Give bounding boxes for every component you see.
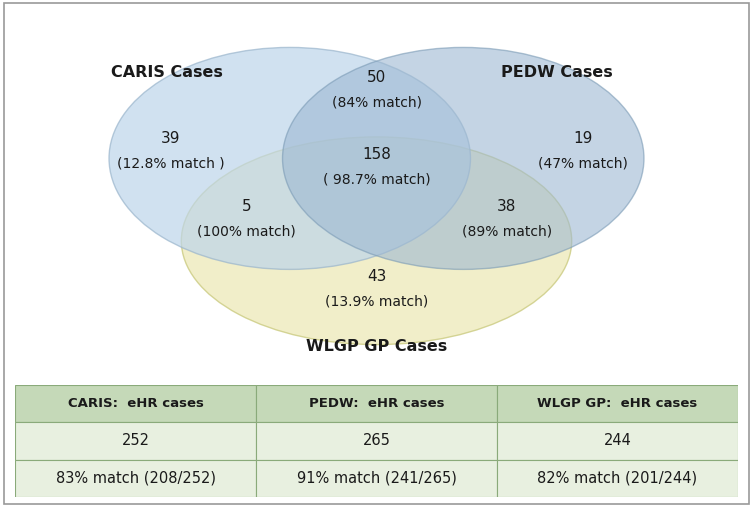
Text: 83% match (208/252): 83% match (208/252) [56, 470, 215, 486]
Ellipse shape [282, 48, 644, 269]
Text: 82% match (201/244): 82% match (201/244) [538, 470, 697, 486]
Text: 91% match (241/265): 91% match (241/265) [297, 470, 456, 486]
Text: 265: 265 [362, 433, 391, 448]
Text: (84% match): (84% match) [331, 96, 422, 110]
Text: 43: 43 [367, 269, 386, 284]
Bar [15, 459, 256, 497]
Bar [256, 385, 497, 422]
Text: (89% match): (89% match) [462, 225, 552, 239]
Text: CARIS:  eHR cases: CARIS: eHR cases [68, 397, 203, 410]
Text: WLGP GP:  eHR cases: WLGP GP: eHR cases [538, 397, 697, 410]
Text: WLGP GP Cases: WLGP GP Cases [306, 339, 447, 354]
Text: (100% match): (100% match) [197, 225, 296, 239]
Text: (12.8% match ): (12.8% match ) [117, 157, 224, 171]
Text: 38: 38 [497, 199, 517, 214]
Text: PEDW:  eHR cases: PEDW: eHR cases [309, 397, 444, 410]
Text: CARIS Cases: CARIS Cases [111, 65, 223, 80]
Bar [256, 422, 497, 459]
Text: PEDW Cases: PEDW Cases [501, 65, 613, 80]
Bar [15, 422, 256, 459]
Text: 252: 252 [121, 433, 150, 448]
Text: 244: 244 [603, 433, 632, 448]
Text: (13.9% match): (13.9% match) [325, 295, 428, 309]
Text: ( 98.7% match): ( 98.7% match) [323, 173, 430, 187]
Bar [15, 385, 256, 422]
Text: 50: 50 [367, 70, 386, 85]
Text: 5: 5 [242, 199, 252, 214]
Ellipse shape [181, 137, 572, 345]
Bar [497, 422, 738, 459]
Text: 158: 158 [362, 148, 391, 162]
Bar [497, 459, 738, 497]
Bar [256, 459, 497, 497]
Text: 39: 39 [160, 131, 180, 146]
Text: (47% match): (47% match) [538, 157, 627, 171]
Text: 19: 19 [573, 131, 592, 146]
Bar [497, 385, 738, 422]
Ellipse shape [109, 48, 471, 269]
